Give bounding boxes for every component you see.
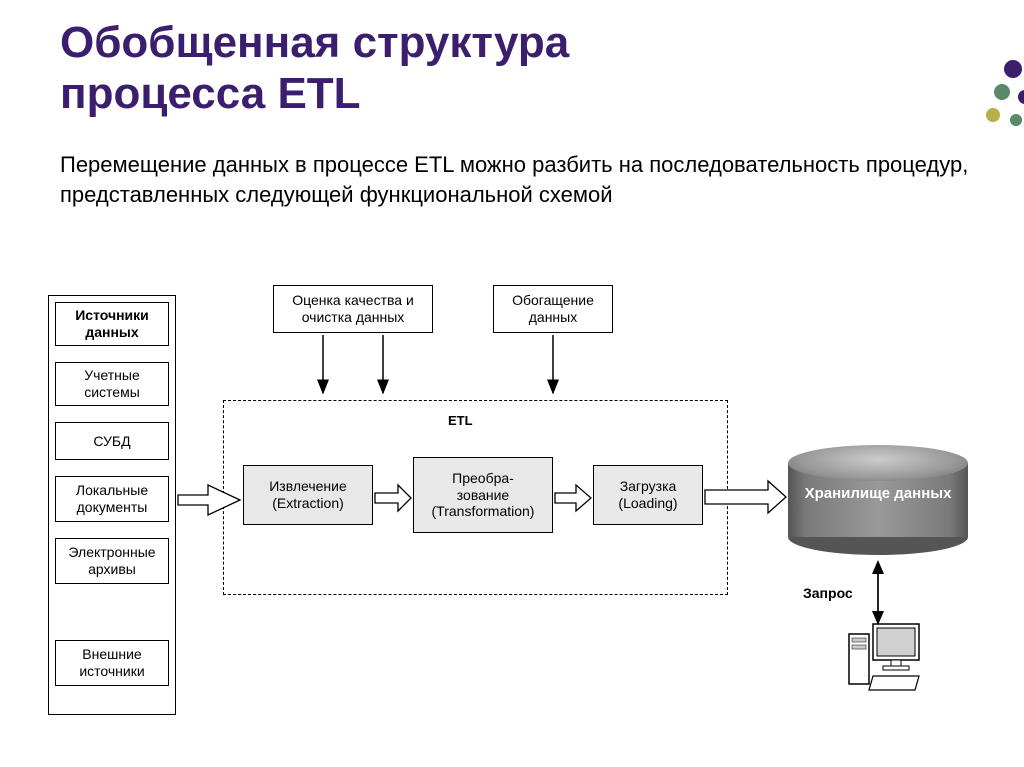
page-title: Обобщенная структура процесса ETL [60,18,569,119]
quality-box: Оценка качества и очистка данных [273,285,433,333]
source-item: СУБД [55,422,169,460]
warehouse-label: Хранилище данных [788,485,968,503]
load-box: Загрузка (Loading) [593,465,703,525]
source-item: Электронные архивы [55,538,169,584]
title-line2: процесса ETL [60,69,361,118]
etl-label: ETL [448,413,473,428]
transform-box: Преобра- зование (Transformation) [413,457,553,533]
etl-diagram: Источники данных Учетные системы СУБД Ло… [48,285,988,725]
enrich-box: Обогащение данных [493,285,613,333]
query-label: Запрос [803,585,853,601]
page-subtitle: Перемещение данных в процессе ETL можно … [60,150,1024,209]
source-item: Учетные системы [55,362,169,406]
source-item: Внешние источники [55,640,169,686]
computer-icon [843,620,923,700]
title-line1: Обобщенная структура [60,18,569,67]
source-item: Локальные документы [55,476,169,522]
sources-header: Источники данных [55,302,169,346]
extract-box: Извлечение (Extraction) [243,465,373,525]
sources-container: Источники данных Учетные системы СУБД Ло… [48,295,176,715]
warehouse-cylinder: Хранилище данных [788,445,968,555]
